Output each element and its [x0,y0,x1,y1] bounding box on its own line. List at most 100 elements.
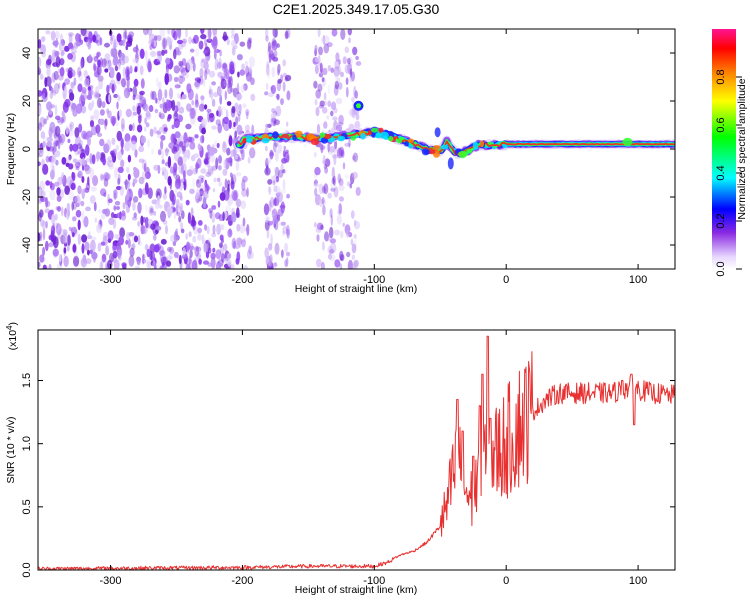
spectrogram-noise-blob [283,145,287,151]
spectrogram-noise-blob [113,259,120,269]
spectrogram-noise-blob [104,53,111,61]
spectrogram-noise-blob [200,34,207,40]
spectrogram-noise-blob [269,254,273,264]
spectrogram-noise-blob [332,116,338,121]
spectrogram-noise-blob [154,263,157,269]
spectrogram-noise-blob [281,249,284,258]
spectrogram-noise-blob [132,122,135,132]
spectrogram-noise-blob [199,144,203,152]
spectrogram-noise-blob [266,227,270,239]
spectrogram-noise-blob [317,83,323,92]
spectrogram-noise-blob [126,40,133,47]
spectrogram-noise-blob [114,200,121,206]
spectrogram-noise-blob [314,99,318,106]
spectrogram-noise-blob [102,231,109,241]
snr-y-scale-base: (x10 [7,330,19,351]
spectrogram-noise-blob [282,188,286,194]
spectrogram-noise-blob [318,183,324,195]
spectrogram-noise-blob [335,124,343,132]
spectrogram-noise-blob [352,260,358,269]
spectrogram-noise-blob [244,124,250,133]
spectrogram-noise-blob [133,235,139,243]
spectrogram-noise-blob [271,209,276,215]
spectrogram-noise-blob [156,195,161,206]
spectrogram-noise-blob [354,90,359,99]
spectrogram-noise-blob [39,219,45,227]
spectrogram-noise-blob [188,36,192,45]
spectrogram-noise-blob [212,92,219,98]
spectrogram-noise-blob [159,54,162,63]
spectrogram-noise-blob [149,43,153,51]
spectrogram-noise-blob [240,84,246,93]
spectrogram-noise-blob [241,188,248,197]
spectrogram-noise-blob [237,71,240,78]
spectrogram-noise-blob [139,65,144,76]
spectrogram-noise-blob [156,260,161,269]
spectrogram-noise-blob [161,37,168,50]
spectrogram-noise-blob [217,262,223,268]
spectrogram-ridge-blob [310,138,320,146]
spectrogram-noise-blob [101,101,106,109]
spectrogram-noise-blob [112,250,118,259]
spectrogram-noise-blob [176,101,181,108]
spectrogram-noise-blob [314,64,319,75]
spectrogram-noise-blob [138,158,145,163]
spectrogram-noise-blob [148,205,155,216]
spectrogram-noise-blob [281,221,286,226]
spectrogram-noise-blob [340,230,344,239]
spectrogram-noise-blob [181,162,187,174]
spectrogram-noise-blob [152,260,156,269]
spectrogram-noise-blob [132,85,137,98]
spectrogram-noise-blob [215,249,222,260]
spectrogram-noise-blob [277,144,283,154]
spectrogram-noise-blob [340,71,344,78]
spectrogram-noise-blob [132,105,136,112]
spectrogram-noise-blob [150,223,156,230]
spectrogram-noise-blob [164,49,168,54]
spectrogram-noise-blob [43,118,47,125]
spectrogram-noise-blob [81,188,85,200]
spectrogram-noise-blob [219,192,226,201]
spectrogram-noise-blob [83,164,90,172]
spectrogram-noise-blob [217,87,224,98]
spectrogram-noise-blob [269,50,275,61]
spectrogram-noise-blob [230,176,234,186]
spectrogram-noise-blob [239,41,246,47]
snr-x-tick-label: -200 [231,575,253,587]
spectrogram-noise-blob [153,234,157,241]
spectrogram-noise-blob [69,92,75,101]
spectrogram-noise-blob [205,243,209,253]
spectrogram-noise-blob [97,209,104,214]
spectrogram-noise-blob [236,111,242,116]
spectrogram-noise-blob [104,42,110,48]
spectrogram-noise-blob [273,121,276,127]
spectrogram-noise-blob [93,201,97,212]
spectrogram-noise-blob [222,31,228,42]
spectrogram-noise-blob [235,172,242,177]
spectrogram-noise-blob [81,130,88,140]
spectrogram-noise-blob [84,164,91,175]
spectrogram-noise-blob [207,111,210,123]
spectrogram-noise-blob [42,264,47,269]
spectrogram-noise-blob [286,224,290,236]
spectrogram-ridge-blob [319,132,326,138]
snr-x-tick-label: -300 [100,575,122,587]
spectrogram-noise-blob [87,86,92,91]
spectrogram-noise-blob [330,187,336,192]
spectrogram-noise-blob [54,213,58,221]
spectrogram-noise-blob [234,130,238,139]
spectrogram-noise-blob [277,78,282,84]
spectrogram-noise-blob [318,72,323,78]
spectrogram-ridge-blob [421,148,430,156]
spectrogram-noise-blob [99,109,105,116]
spectrogram-noise-blob [145,122,150,128]
snr-y-tick-label: 0.5 [21,499,33,514]
spectrogram-noise-blob [40,131,46,139]
spectrogram-noise-blob [53,83,60,95]
spectrogram-noise-blob [104,173,111,181]
spectrogram-noise-blob [273,119,280,126]
colorbar-ticks: 0.0 0.2 0.4 0.6 0.8 [715,69,742,277]
snr-frame [37,329,676,571]
spectrogram-noise-blob [135,94,141,100]
spectrogram-noise-blob [117,173,121,185]
